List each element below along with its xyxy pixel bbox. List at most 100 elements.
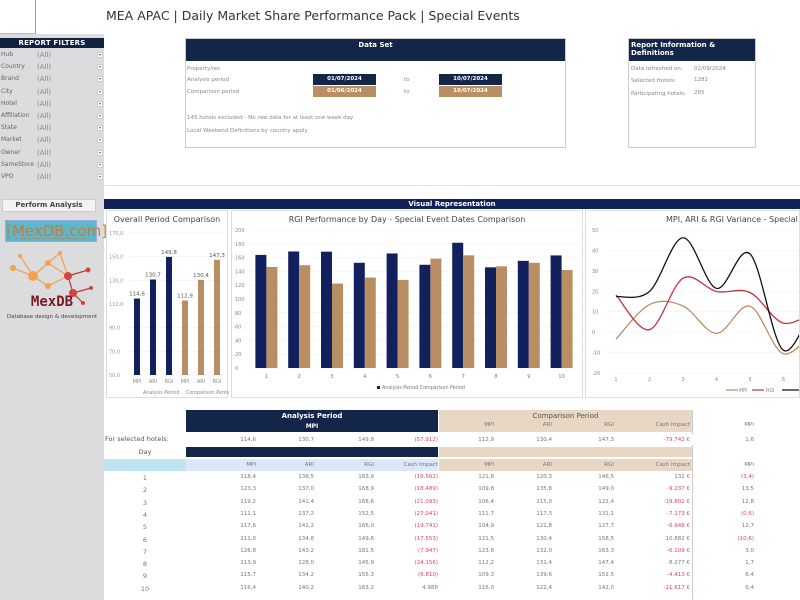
filter-brand[interactable]: Brand (All) ▾: [0, 73, 104, 85]
rgi-by-day-chart-svg: 0 20 40 60 80 100 120 140 160 180 200 1 2 3 4 5 6 7 8 9 10 An…: [235, 228, 578, 391]
excluded-note: 145 hotels excluded - No raw data for at…: [187, 115, 354, 121]
dropdown-arrow-icon[interactable]: ▾: [97, 88, 103, 95]
property-label: Property/ies: [187, 66, 220, 72]
filter-value[interactable]: (All): [37, 160, 52, 169]
y-tick-label: -20: [592, 371, 600, 377]
logo-tagline: Database design & development: [6, 314, 98, 320]
comparison-to-date[interactable]: 10/07/2024: [439, 86, 502, 97]
comparison-cell: 104,9: [478, 523, 494, 530]
dropdown-arrow-icon[interactable]: ▾: [97, 125, 103, 132]
dropdown-arrow-icon[interactable]: ▾: [97, 149, 103, 156]
data-label: 130,4: [193, 273, 209, 279]
comparison-col-mpi: MPI: [484, 462, 494, 468]
x-tick-label: 3: [330, 374, 333, 380]
filter-label: Owner: [1, 148, 21, 156]
analysis-cell: 113,9: [240, 560, 256, 567]
analysis-cell: (7.947): [417, 547, 438, 554]
filter-value[interactable]: (All): [37, 136, 52, 145]
dropdown-arrow-icon[interactable]: ▾: [97, 52, 103, 58]
data-label: 114,6: [129, 292, 145, 298]
variance-col-mpi: MPI: [744, 462, 754, 468]
variance-cell: 1,7: [745, 560, 754, 567]
comparison-cell: 139,6: [536, 572, 552, 579]
comparison-cell: 149,0: [598, 486, 614, 493]
y-tick-label: 40: [592, 248, 598, 254]
y-tick-label: -10: [592, 351, 600, 357]
analysis-period-header: Analysis Period: [281, 412, 343, 420]
dropdown-arrow-icon[interactable]: ▾: [97, 64, 103, 71]
comparison-from-date[interactable]: 01/06/2024: [313, 86, 376, 97]
analysis-mpi-subheader: MPI: [305, 423, 319, 430]
filter-value[interactable]: (All): [37, 87, 52, 96]
filter-state[interactable]: State (All) ▾: [0, 122, 104, 134]
legend-rgi: RGI: [766, 388, 774, 394]
data-label: 147,3: [209, 253, 225, 259]
filter-market[interactable]: Market (All) ▾: [0, 134, 104, 146]
filter-city[interactable]: City (All) ▾: [0, 86, 104, 98]
y-tick-label: 70,0: [109, 349, 120, 355]
dropdown-arrow-icon[interactable]: ▾: [97, 161, 103, 168]
bar-rgi: [166, 256, 172, 375]
bar-analysis-day-7: [452, 242, 464, 368]
dropdown-arrow-icon[interactable]: ▾: [97, 100, 103, 107]
comparison-cell: 132 €: [674, 474, 690, 480]
legend-analysis: Analysis Period: [143, 390, 179, 396]
data-label: 130,7: [145, 273, 161, 279]
analysis-to-date[interactable]: 10/07/2024: [439, 74, 502, 85]
comparison-cell: 115,0: [536, 498, 552, 505]
perform-analysis-button[interactable]: Perform Analysis: [2, 199, 96, 212]
filter-country[interactable]: Country (All) ▾: [0, 61, 104, 73]
comparison-cell: 132,0: [536, 547, 552, 554]
filter-vpo[interactable]: VPO (All) ▾: [0, 171, 104, 183]
totals-row: [104, 434, 800, 445]
analysis-cell: 137,2: [298, 510, 314, 517]
y-tick-label: 170,0: [109, 231, 123, 237]
dropdown-arrow-icon[interactable]: ▾: [97, 137, 103, 144]
filter-label: City: [1, 87, 13, 95]
analysis-cell: (19.741): [414, 523, 438, 530]
filter-hub[interactable]: Hub (All) ▾: [0, 49, 104, 61]
filter-label: Hub: [1, 51, 14, 58]
data-set-header: Data Set: [186, 39, 565, 61]
analysis-from-date[interactable]: 01/07/2024: [313, 74, 376, 85]
weekend-note: Local Weekend Definitions by country app…: [187, 128, 308, 134]
analysis-cell: 118,4: [240, 474, 256, 480]
filter-value[interactable]: (All): [37, 99, 52, 108]
analysis-cell: 152,5: [358, 510, 374, 517]
filter-hotel[interactable]: Hotel (All) ▾: [0, 98, 104, 110]
comparison-cell: 8.277 €: [669, 560, 690, 567]
dropdown-arrow-icon[interactable]: ▾: [97, 174, 103, 180]
variance-cell: 13,5: [741, 486, 754, 493]
comparison-period-header: Comparison Period: [532, 412, 599, 420]
x-tick-label: 2: [298, 374, 301, 380]
day-bar-analysis: [186, 447, 438, 457]
filter-value[interactable]: (All): [37, 173, 52, 181]
page-title: MEA APAC | Daily Market Share Performanc…: [106, 8, 520, 23]
filter-affiliation[interactable]: Affiliation (All) ▾: [0, 110, 104, 122]
dropdown-arrow-icon[interactable]: ▾: [97, 113, 103, 119]
y-tick-label: 0: [592, 330, 595, 336]
variance-cell: (3,4): [740, 474, 754, 480]
bar-comparison-day-8: [496, 266, 507, 368]
y-tick-label: 50: [592, 228, 598, 234]
x-tick-label: 6: [782, 377, 785, 383]
filter-value[interactable]: (All): [37, 75, 52, 84]
filter-samestore[interactable]: SameStore (All) ▾: [0, 159, 104, 171]
filter-value[interactable]: (All): [37, 63, 52, 72]
comparison-col-header: [439, 459, 692, 471]
bar-mpi: [134, 298, 140, 375]
filter-value[interactable]: (All): [37, 148, 52, 157]
analysis-cell: 141,4: [298, 498, 314, 505]
filter-value[interactable]: (All): [37, 51, 52, 59]
bar-comparison-day-9: [528, 262, 540, 368]
filter-owner[interactable]: Owner (All) ▾: [0, 147, 104, 159]
comparison-cell: 109,8: [478, 486, 494, 493]
total-analysis-value: 149,8: [358, 437, 374, 443]
y-tick-label: 130,0: [109, 278, 123, 284]
filter-value[interactable]: (All): [37, 112, 52, 120]
dropdown-arrow-icon[interactable]: ▾: [97, 76, 103, 83]
comparison-cell: 152,5: [598, 572, 614, 579]
rgi-variance-line: [615, 237, 799, 352]
filter-value[interactable]: (All): [37, 124, 52, 133]
column-divider: [692, 410, 693, 600]
